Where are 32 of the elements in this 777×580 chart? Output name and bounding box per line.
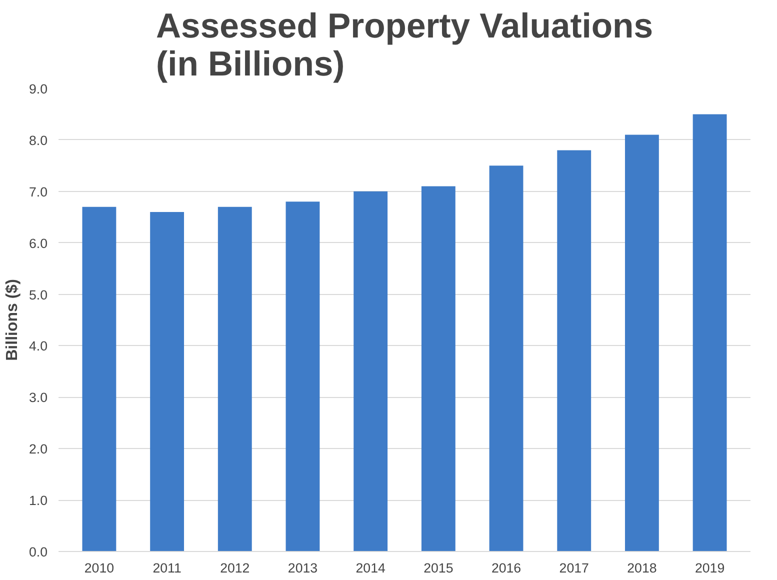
x-tick-label: 2017: [559, 560, 589, 576]
y-tick-label: 9.0: [28, 82, 48, 96]
bar: [557, 150, 592, 552]
x-tick-label: 2019: [694, 560, 725, 576]
bar: [286, 202, 320, 552]
y-tick-label: 7.0: [28, 184, 48, 200]
bar: [218, 206, 252, 552]
bar: [692, 114, 727, 552]
bar: [421, 186, 456, 552]
bar: [82, 206, 116, 552]
x-tick-label: 2012: [220, 560, 250, 576]
y-tick-label: 1.0: [28, 493, 48, 508]
chart-title: Assessed Property Valuations (in Billions): [156, 8, 653, 84]
y-tick-label: 8.0: [28, 132, 48, 148]
bar: [354, 191, 388, 552]
y-tick-label: 0.0: [28, 544, 48, 560]
bar: [489, 166, 524, 552]
y-tick-label: 6.0: [28, 236, 48, 251]
x-tick-label: 2016: [491, 560, 522, 576]
bar: [150, 212, 184, 552]
y-tick-label: 5.0: [28, 287, 48, 302]
x-tick-label: 2018: [627, 560, 657, 576]
x-tick-label: 2014: [356, 560, 386, 576]
y-tick-label: 4.0: [28, 338, 48, 354]
y-tick-label: 3.0: [28, 390, 48, 406]
x-tick-label: 2013: [288, 560, 318, 576]
bar: [624, 134, 659, 552]
y-tick-label: 2.0: [28, 442, 48, 457]
x-tick-label: 2011: [152, 560, 182, 576]
x-tick-label: 2010: [84, 560, 114, 576]
y-axis-title: Billions ($): [4, 279, 21, 361]
x-tick-label: 2015: [424, 560, 454, 576]
